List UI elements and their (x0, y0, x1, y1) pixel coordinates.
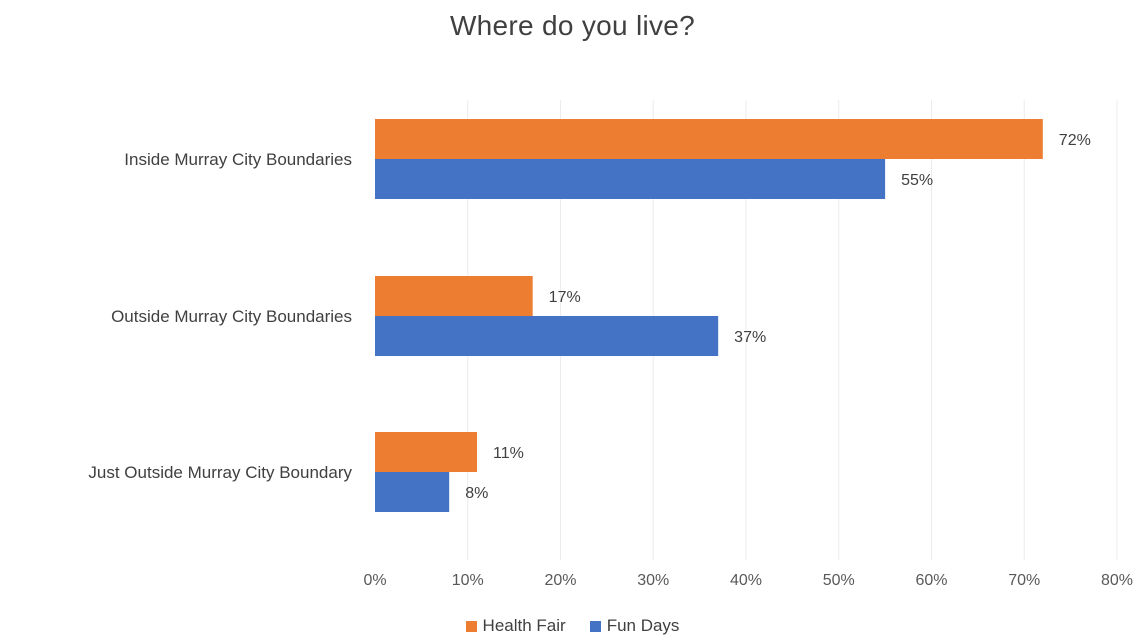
x-tick-label: 60% (915, 572, 947, 589)
category-label: Inside Murray City Boundaries (124, 150, 352, 169)
legend-item-health-fair: Health Fair (465, 616, 566, 636)
data-label: 17% (549, 289, 581, 306)
x-tick-label: 30% (637, 572, 669, 589)
data-label: 72% (1059, 132, 1091, 149)
legend-item-fun-days: Fun Days (589, 616, 680, 636)
bar-health-fair (375, 276, 533, 316)
data-label: 37% (734, 329, 766, 346)
legend-swatch-health-fair (465, 620, 477, 632)
x-tick-label: 0% (363, 572, 386, 589)
x-tick-label: 20% (544, 572, 576, 589)
category-labels: Inside Murray City Boundaries Outside Mur… (88, 150, 352, 482)
bar-fun-days (375, 316, 719, 356)
data-label: 55% (901, 172, 933, 189)
bar-fun-days (375, 159, 886, 199)
x-tick-label: 70% (1008, 572, 1040, 589)
legend: Health Fair Fun Days (0, 616, 1145, 636)
chart-title: Where do you live? (449, 10, 696, 41)
legend-swatch-fun-days (589, 620, 601, 632)
x-tick-label: 50% (823, 572, 855, 589)
x-tick-label: 80% (1101, 572, 1133, 589)
legend-label-health-fair: Health Fair (482, 616, 566, 635)
data-labels: 72% 55% 17% 37% 11% 8% (465, 132, 1091, 502)
data-label: 8% (465, 485, 488, 502)
bar-fun-days (375, 472, 450, 512)
category-label: Just Outside Murray City Boundary (88, 463, 352, 482)
data-label: 11% (493, 445, 524, 462)
category-label: Outside Murray City Boundaries (111, 307, 352, 326)
x-axis-ticks: 0% 10% 20% 30% 40% 50% 60% 70% 80% (363, 572, 1133, 589)
x-tick-label: 10% (452, 572, 484, 589)
bars (375, 119, 1043, 512)
legend-label-fun-days: Fun Days (606, 616, 680, 635)
bar-health-fair (375, 119, 1043, 159)
x-tick-label: 40% (730, 572, 762, 589)
bar-health-fair (375, 432, 478, 472)
